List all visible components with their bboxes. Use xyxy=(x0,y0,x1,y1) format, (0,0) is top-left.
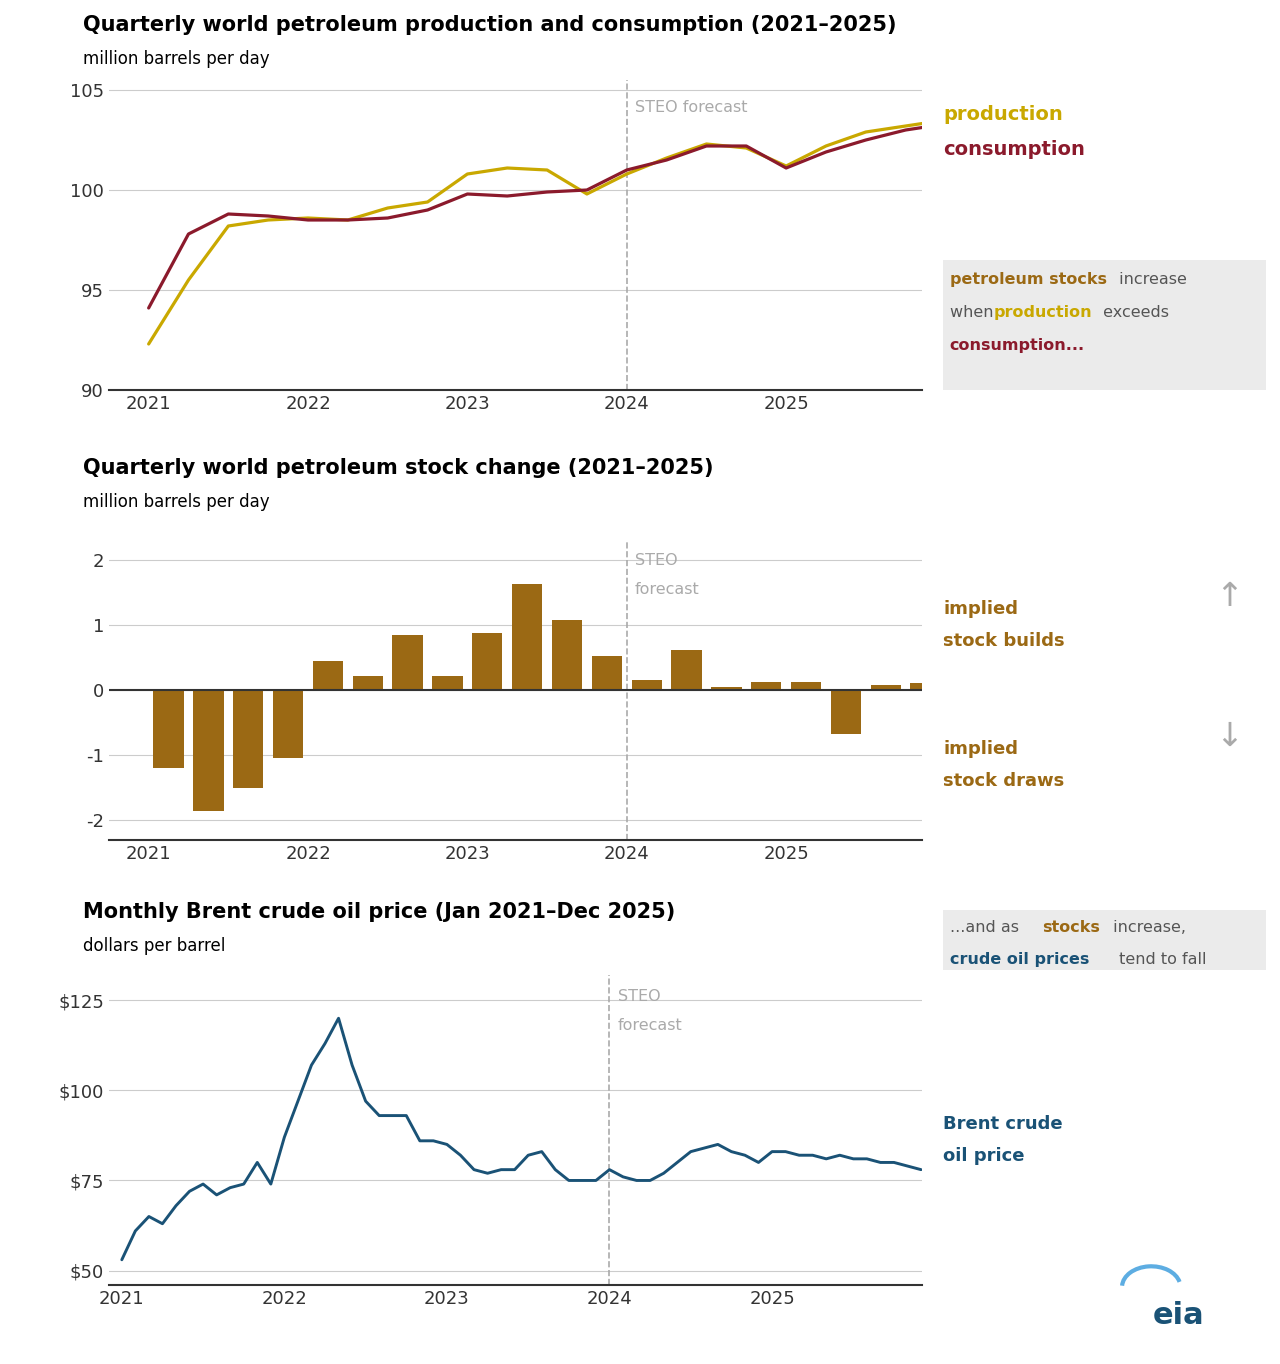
Bar xyxy=(273,690,303,758)
Bar xyxy=(791,682,822,690)
Text: dollars per barrel: dollars per barrel xyxy=(83,937,225,955)
Bar xyxy=(591,656,622,690)
Bar xyxy=(672,649,701,690)
Text: eia: eia xyxy=(1153,1301,1204,1330)
Bar xyxy=(512,584,543,690)
Bar xyxy=(950,690,980,692)
Text: when: when xyxy=(950,306,998,321)
Text: stocks: stocks xyxy=(1042,919,1100,934)
Bar xyxy=(233,690,264,788)
Bar xyxy=(312,660,343,690)
Text: petroleum stocks: petroleum stocks xyxy=(950,271,1107,286)
Bar xyxy=(1030,671,1060,690)
Bar xyxy=(353,675,383,690)
Text: STEO: STEO xyxy=(635,552,677,567)
Text: consumption...: consumption... xyxy=(950,338,1085,353)
Text: Monthly Brent crude oil price (Jan 2021–Dec 2025): Monthly Brent crude oil price (Jan 2021–… xyxy=(83,902,676,922)
Text: increase,: increase, xyxy=(1108,919,1187,934)
Bar xyxy=(631,681,662,690)
Text: ↑: ↑ xyxy=(1215,580,1243,612)
Text: STEO: STEO xyxy=(618,989,660,1004)
Text: crude oil prices: crude oil prices xyxy=(950,952,1089,967)
Bar xyxy=(472,633,503,690)
Text: oil price: oil price xyxy=(943,1147,1025,1165)
Bar xyxy=(393,634,422,690)
Bar xyxy=(910,683,941,690)
Bar xyxy=(870,686,901,690)
Text: exceeds: exceeds xyxy=(1098,306,1169,321)
Text: implied: implied xyxy=(943,741,1019,758)
Text: forecast: forecast xyxy=(618,1019,682,1034)
Text: implied: implied xyxy=(943,600,1019,618)
Bar xyxy=(433,675,462,690)
Text: ...and as: ...and as xyxy=(950,919,1024,934)
Text: Quarterly world petroleum stock change (2021–2025): Quarterly world petroleum stock change (… xyxy=(83,458,714,477)
Text: stock draws: stock draws xyxy=(943,772,1065,790)
Text: production: production xyxy=(943,105,1064,124)
Text: ↓: ↓ xyxy=(1215,720,1243,753)
Bar xyxy=(831,690,861,734)
Bar xyxy=(712,686,741,690)
Text: million barrels per day: million barrels per day xyxy=(83,50,270,68)
Text: tend to fall: tend to fall xyxy=(1114,952,1206,967)
Text: Quarterly world petroleum production and consumption (2021–2025): Quarterly world petroleum production and… xyxy=(83,15,897,35)
Bar xyxy=(751,682,781,690)
Text: Brent crude: Brent crude xyxy=(943,1114,1062,1133)
Text: stock builds: stock builds xyxy=(943,632,1065,651)
Bar xyxy=(193,690,224,810)
Text: STEO forecast: STEO forecast xyxy=(635,100,748,115)
Text: production: production xyxy=(993,306,1092,321)
Bar xyxy=(1070,672,1100,690)
Text: million barrels per day: million barrels per day xyxy=(83,492,270,512)
Bar xyxy=(991,664,1020,690)
Bar xyxy=(552,621,582,690)
Text: consumption: consumption xyxy=(943,140,1085,160)
Text: increase: increase xyxy=(1114,271,1187,286)
Text: forecast: forecast xyxy=(635,582,699,597)
Bar xyxy=(154,690,184,768)
